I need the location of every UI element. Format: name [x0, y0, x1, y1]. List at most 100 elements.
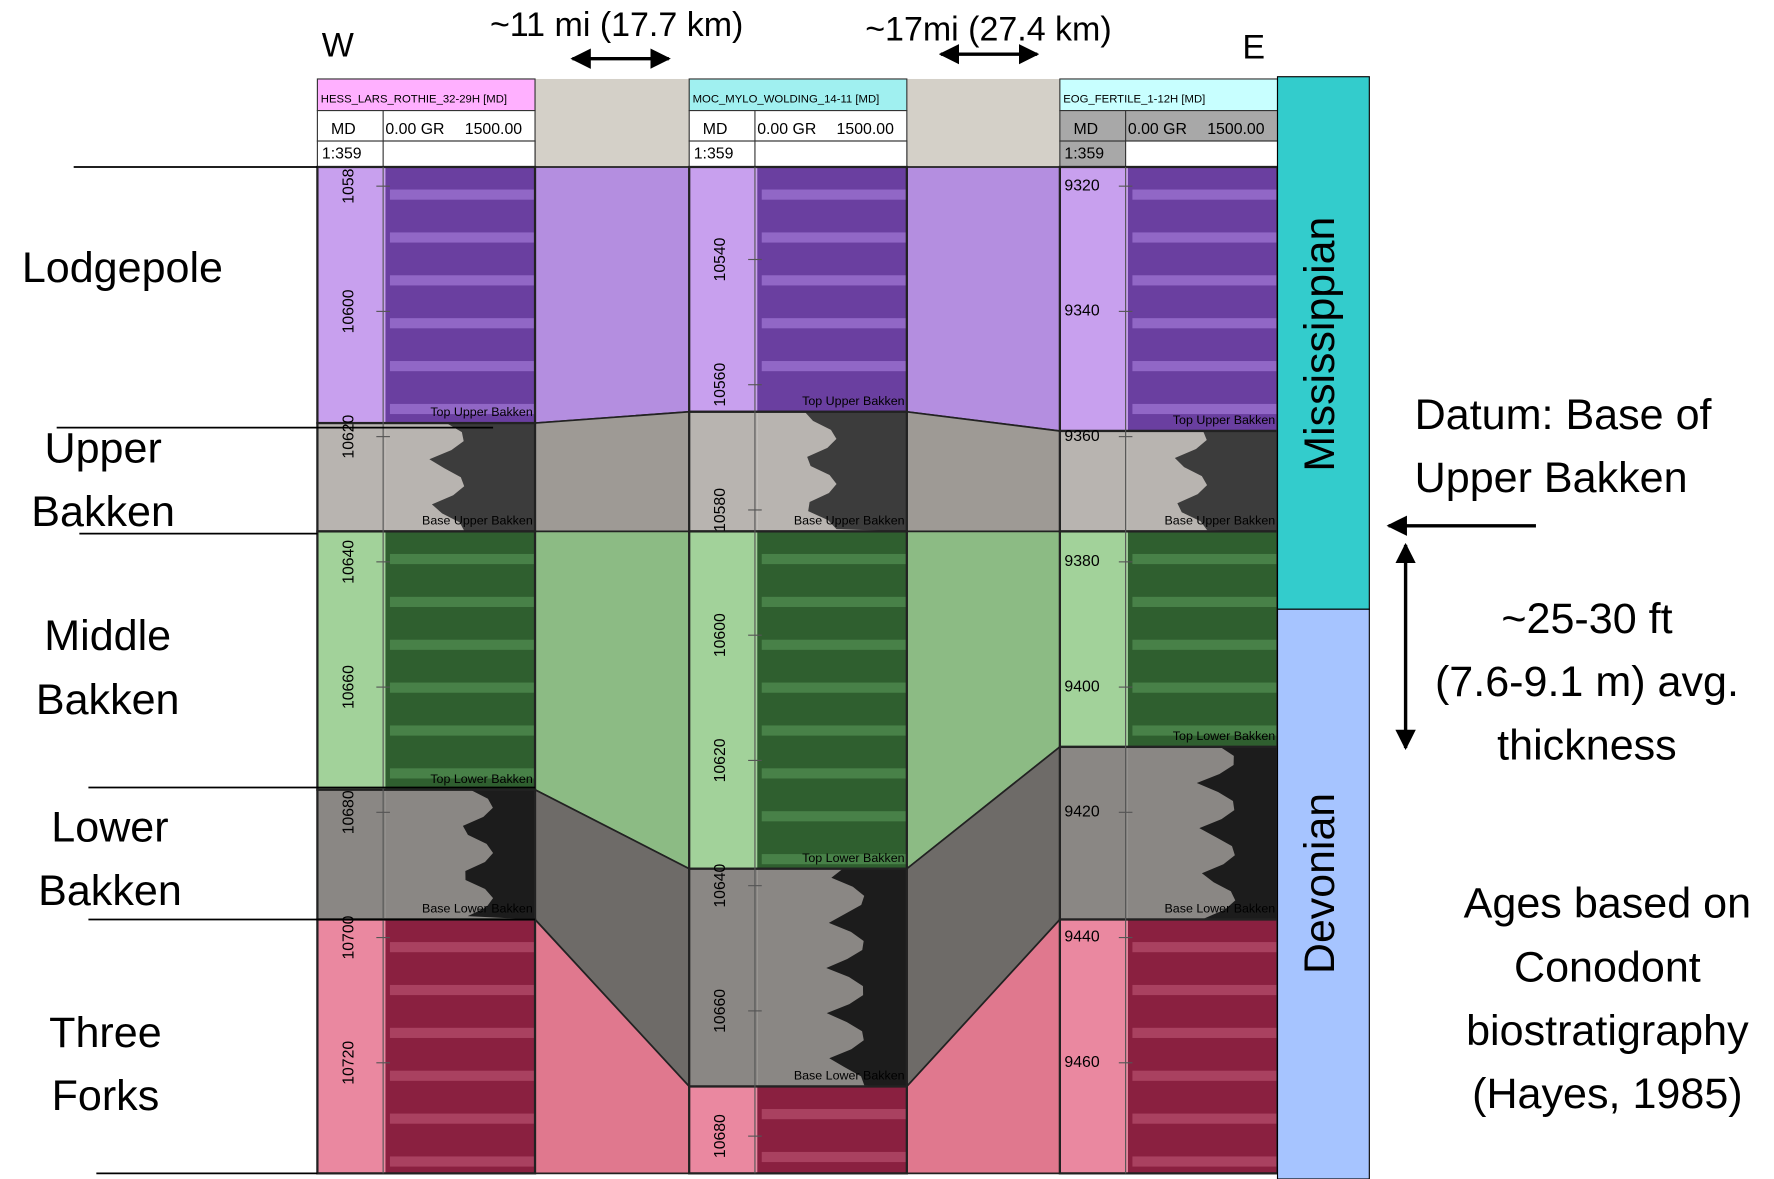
formation-label: Lower [51, 804, 168, 852]
gr-band [390, 725, 535, 735]
period-label: Mississippian [1296, 217, 1344, 472]
top-label: Base Lower Bakken [794, 1069, 905, 1083]
spacing-label: ~17mi (27.4 km) [865, 11, 1111, 49]
top-label: Base Lower Bakken [1164, 902, 1275, 916]
formation-label: Bakken [36, 676, 180, 724]
gr-band [762, 683, 907, 693]
gr-band [1132, 232, 1277, 242]
formation-label: Upper [44, 425, 161, 473]
datum-note: Upper Bakken [1415, 454, 1688, 502]
well-column: 0.00 GR [1128, 121, 1187, 138]
thickness-note: (7.6-9.1 m) avg. [1435, 658, 1739, 706]
depth-label: 10540 [712, 237, 729, 281]
depth-label: 10700 [340, 915, 357, 959]
gr-band [390, 640, 535, 650]
gr-band [1132, 1028, 1277, 1038]
scale-extra [755, 141, 907, 167]
gr-band [1132, 640, 1277, 650]
gr-band [1132, 597, 1277, 607]
depth-label: 1058 [340, 168, 357, 203]
depth-track [1060, 747, 1128, 920]
depth-label: 10620 [340, 414, 357, 458]
gr-track [1128, 167, 1278, 431]
well-column: MD [331, 121, 356, 138]
gr-track [1128, 920, 1278, 1174]
scale-extra [1126, 141, 1278, 167]
depth-label: 10600 [340, 289, 357, 333]
thickness-note: thickness [1497, 721, 1677, 769]
gr-band [1132, 683, 1277, 693]
gr-band [1132, 985, 1277, 995]
gr-band [762, 190, 907, 200]
formation-label: Forks [52, 1072, 160, 1120]
depth-track [1060, 431, 1128, 531]
depth-label: 10660 [340, 665, 357, 709]
gr-band [1132, 361, 1277, 371]
well: HESS_LARS_ROTHIE_32-29H [MD] MD 0.00 GR 150… [317, 79, 535, 1173]
depth-label: 10560 [712, 363, 729, 407]
gr-band [1132, 190, 1277, 200]
gr-band [762, 318, 907, 328]
depth-label: 9320 [1064, 177, 1099, 194]
ages-note: biostratigraphy [1466, 1007, 1749, 1055]
gr-band [390, 1071, 535, 1081]
depth-label: 10580 [712, 488, 729, 532]
gr-band [1132, 275, 1277, 285]
well-column: 0.00 GR [385, 121, 444, 138]
gap-header [907, 79, 1060, 167]
depth-label: 10680 [340, 790, 357, 834]
gr-band [762, 1109, 907, 1119]
gr-band [762, 232, 907, 242]
depth-label: 10660 [712, 989, 729, 1033]
depth-label: 10720 [340, 1041, 357, 1085]
top-label: Base Upper Bakken [422, 514, 533, 528]
well-scale: 1:359 [694, 146, 734, 163]
gr-band [390, 1114, 535, 1124]
top-label: Top Upper Bakken [1173, 413, 1276, 427]
well-scale: 1:359 [322, 146, 362, 163]
ages-note: Conodont [1514, 944, 1701, 992]
gr-band [390, 275, 535, 285]
formation-label: Bakken [38, 867, 182, 915]
gr-band [762, 361, 907, 371]
well-column: 1500.00 [837, 121, 895, 138]
depth-track [1060, 167, 1128, 431]
depth-label: 9440 [1064, 929, 1099, 946]
well-name: HESS_LARS_ROTHIE_32-29H [MD] [321, 93, 507, 105]
gr-band [762, 725, 907, 735]
top-label: Top Lower Bakken [1173, 729, 1276, 743]
depth-label: 9420 [1064, 804, 1099, 821]
cross-section: HESS_LARS_ROTHIE_32-29H [MD] MD 0.00 GR 150… [0, 0, 1774, 1179]
east-label: E [1242, 29, 1265, 67]
depth-track [1060, 920, 1128, 1174]
gr-band [390, 554, 535, 564]
thickness-note: ~25-30 ft [1501, 595, 1672, 643]
gr-band [1132, 1071, 1277, 1081]
depth-track [689, 531, 757, 868]
well-scale: 1:359 [1064, 146, 1104, 163]
ages-note: Ages based on [1464, 879, 1751, 927]
gr-band [762, 554, 907, 564]
top-label: Base Upper Bakken [794, 514, 905, 528]
gr-band [1132, 942, 1277, 952]
formation-label: Bakken [31, 488, 175, 536]
well-column: MD [1073, 121, 1098, 138]
well-name: EOG_FERTILE_1-12H [MD] [1063, 93, 1205, 105]
formation-label: Three [49, 1009, 162, 1057]
gr-band [1132, 554, 1277, 564]
gr-band [390, 942, 535, 952]
gr-band [762, 768, 907, 778]
depth-label: 9360 [1064, 428, 1099, 445]
depth-label: 10640 [712, 864, 729, 908]
top-label: Base Lower Bakken [422, 902, 533, 916]
gr-band [1132, 1114, 1277, 1124]
gr-band [390, 190, 535, 200]
gr-band [390, 361, 535, 371]
well-name: MOC_MYLO_WOLDING_14-11 [MD] [693, 93, 880, 105]
gr-band [390, 1028, 535, 1038]
depth-label: 10620 [712, 738, 729, 782]
well-column: 1500.00 [465, 121, 523, 138]
gap-header [535, 79, 689, 167]
correlation-zone [907, 167, 1060, 431]
gr-band [762, 1152, 907, 1162]
